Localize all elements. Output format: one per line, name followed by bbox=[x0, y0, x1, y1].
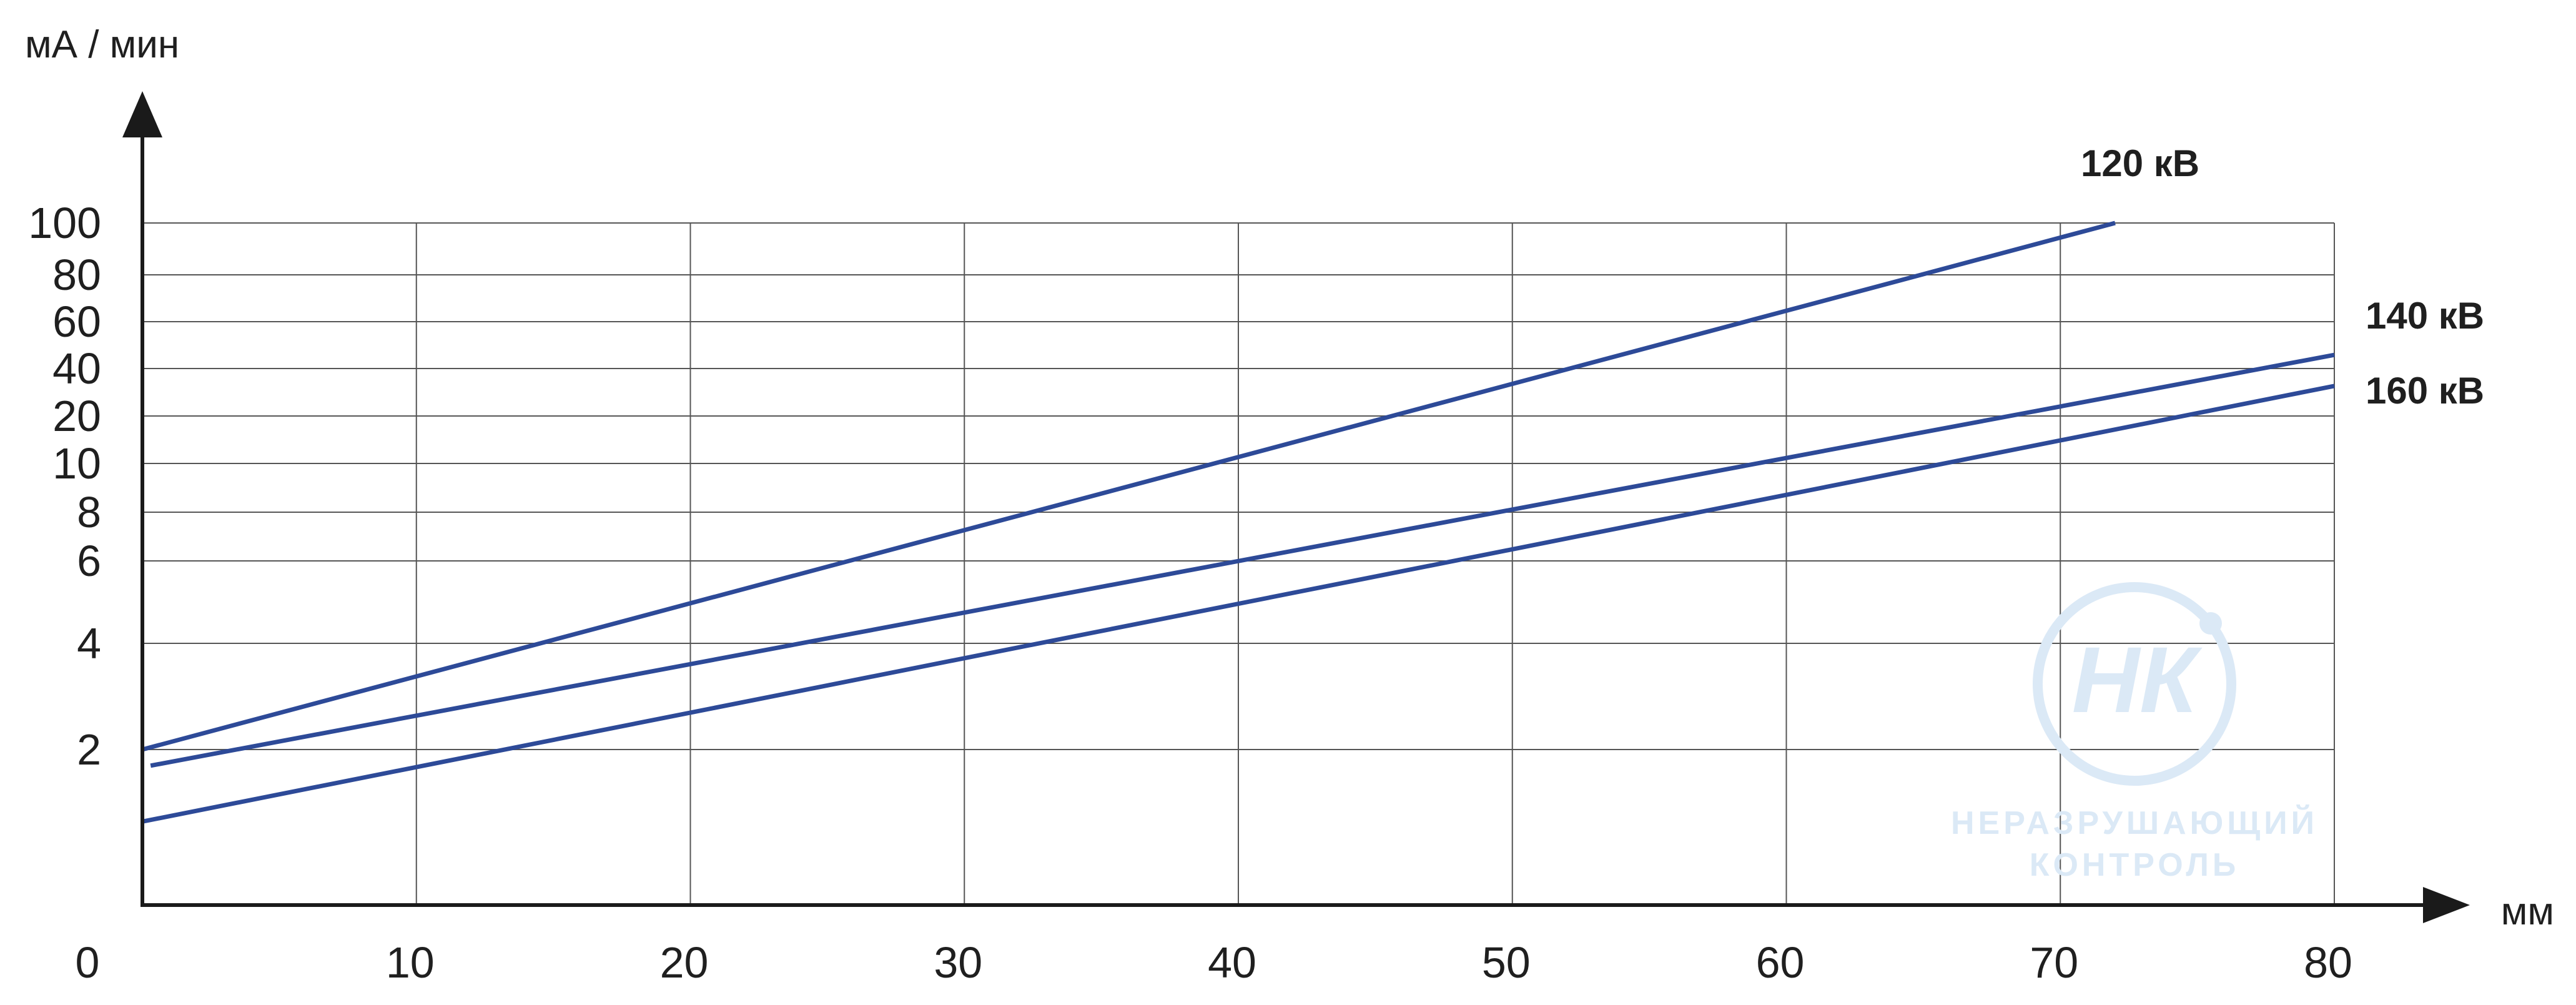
series-label-1: 120 кВ bbox=[2081, 142, 2199, 184]
series-label-3: 160 кВ bbox=[2366, 370, 2484, 412]
x-axis-unit: мм bbox=[2501, 890, 2554, 933]
x-tick-label-60: 60 bbox=[1756, 938, 1805, 987]
axes: мА / мин мм 0 bbox=[25, 23, 2554, 987]
y-tick-label-4: 4 bbox=[77, 619, 101, 668]
series-line-1 bbox=[142, 220, 2116, 752]
watermark-line-1: НЕРАЗРУШАЮЩИЙ bbox=[1951, 804, 2318, 841]
grid bbox=[142, 222, 2335, 905]
series-label-2: 140 кВ bbox=[2366, 295, 2484, 337]
y-tick-label-2: 2 bbox=[77, 725, 101, 774]
y-tick-label-10: 10 bbox=[52, 439, 101, 488]
y-axis-unit: мА / мин bbox=[25, 23, 179, 66]
x-tick-label-50: 50 bbox=[1482, 938, 1531, 987]
watermark: НК НЕРАЗРУШАЮЩИЙ КОНТРОЛЬ bbox=[1951, 582, 2318, 883]
x-tick-label-70: 70 bbox=[2030, 938, 2078, 987]
y-tick-label-20: 20 bbox=[52, 392, 101, 440]
y-axis-arrow bbox=[122, 91, 162, 137]
x-origin-label: 0 bbox=[76, 938, 100, 987]
y-tick-label-60: 60 bbox=[52, 297, 101, 346]
x-tick-label-40: 40 bbox=[1208, 938, 1256, 987]
y-tick-label-40: 40 bbox=[52, 344, 101, 393]
series-line-3 bbox=[142, 384, 2335, 824]
x-tick-labels: 10 20 30 40 50 60 70 80 bbox=[386, 938, 2352, 987]
series bbox=[142, 220, 2335, 824]
y-tick-label-8: 8 bbox=[77, 488, 101, 537]
watermark-line-2: КОНТРОЛЬ bbox=[2030, 847, 2240, 883]
watermark-logo-ring bbox=[2033, 582, 2236, 786]
x-axis-arrow bbox=[2423, 887, 2470, 923]
x-tick-label-10: 10 bbox=[386, 938, 435, 987]
watermark-logo-dot bbox=[2199, 612, 2222, 635]
watermark-logo-text: НК bbox=[2072, 627, 2203, 732]
x-tick-label-80: 80 bbox=[2304, 938, 2352, 987]
x-tick-label-30: 30 bbox=[934, 938, 982, 987]
y-tick-label-6: 6 bbox=[77, 537, 101, 585]
y-tick-label-100: 100 bbox=[28, 199, 101, 247]
series-line-2 bbox=[150, 352, 2335, 768]
y-tick-label-80: 80 bbox=[52, 250, 101, 299]
series-labels: 120 кВ 140 кВ 160 кВ bbox=[2081, 142, 2484, 412]
x-tick-label-20: 20 bbox=[660, 938, 709, 987]
